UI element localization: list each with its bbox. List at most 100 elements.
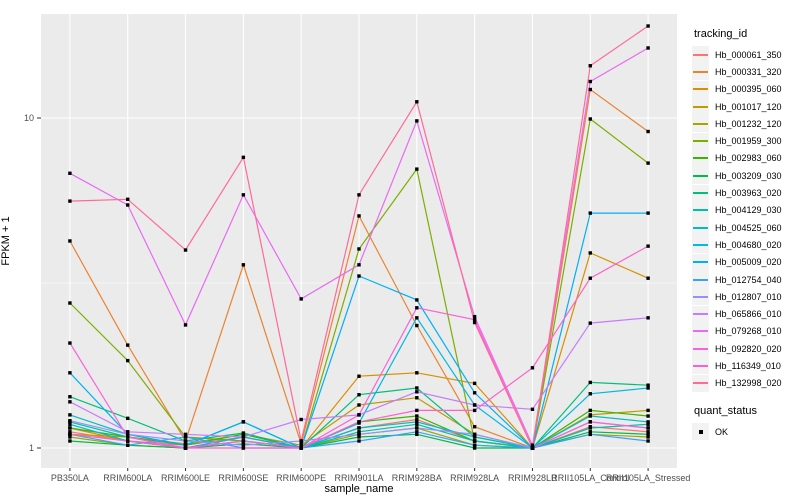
quant-legend-title: quant_status (694, 404, 757, 417)
quant-legend-key (692, 423, 709, 441)
data-point (646, 24, 650, 28)
data-point (357, 420, 361, 424)
data-point (472, 439, 477, 443)
data-point (357, 247, 361, 251)
legend-key (692, 149, 709, 167)
data-point (299, 446, 303, 450)
data-point (646, 414, 650, 418)
x-tick-label: RRII105LA_Control (551, 473, 629, 483)
legend-key (692, 80, 709, 98)
legend-item-label: Hb_002983_060 (715, 153, 782, 164)
data-point (241, 155, 246, 160)
data-point (415, 432, 419, 437)
legend-key (692, 63, 709, 81)
data-point (68, 199, 72, 203)
data-point (415, 390, 419, 394)
data-point (646, 408, 650, 413)
data-point (472, 317, 477, 322)
x-tick-label: RRIM928BA (392, 473, 442, 483)
data-point (588, 64, 592, 68)
x-tick-label: RRIM600PE (276, 473, 326, 483)
legend-key-line-icon (693, 122, 708, 125)
data-point (415, 371, 419, 375)
data-point (299, 439, 303, 443)
legend-item: Hb_000395_060 (692, 80, 798, 98)
data-point (646, 420, 650, 424)
data-point (415, 422, 419, 426)
data-point (588, 321, 592, 325)
legend-key-line-icon (693, 209, 708, 212)
data-point (183, 248, 188, 252)
data-point (357, 274, 361, 278)
data-point (241, 439, 246, 443)
data-point (241, 263, 246, 267)
data-point (415, 408, 419, 413)
x-tick-label: RRIM600SE (218, 473, 268, 483)
data-point (646, 430, 650, 434)
legend-item-label: Hb_000061_350 (715, 49, 782, 60)
data-point (415, 426, 419, 430)
legend-item-label: Hb_012754_040 (715, 274, 782, 285)
data-point (472, 408, 477, 413)
legend-item-label: Hb_065866_010 (715, 309, 782, 320)
legend-key-line-icon (693, 140, 708, 143)
data-point (646, 432, 650, 437)
data-point (472, 320, 477, 325)
data-point (357, 214, 361, 218)
data-point (126, 343, 130, 347)
data-point (68, 413, 72, 417)
data-point (357, 432, 361, 437)
legend-item-label: Hb_079268_010 (715, 326, 782, 337)
data-point (646, 161, 650, 165)
legend-key (692, 288, 709, 306)
data-point (357, 263, 361, 267)
y-tick-label: 10 (24, 113, 34, 123)
data-point (472, 391, 477, 395)
legend-item-label: Hb_000395_060 (715, 84, 782, 95)
data-point (415, 396, 419, 400)
data-point (68, 432, 72, 437)
data-point (588, 251, 592, 255)
data-point (415, 414, 419, 418)
data-point (415, 430, 419, 434)
data-point (472, 403, 477, 407)
data-point (126, 203, 130, 207)
data-point (588, 276, 592, 280)
legend-item: Hb_003209_030 (692, 167, 798, 185)
data-point (588, 380, 592, 385)
data-point (241, 431, 246, 435)
x-tick-label: PB350LA (51, 473, 89, 483)
data-point (357, 435, 361, 439)
data-point (183, 323, 188, 327)
data-point (126, 443, 130, 447)
legend-item: Hb_001959_300 (692, 132, 798, 150)
data-point (646, 439, 650, 443)
legend-item: Hb_000061_350 (692, 46, 798, 64)
legend-item: Hb_003963_020 (692, 184, 798, 202)
legend-item-label: Hb_003963_020 (715, 188, 782, 199)
legend-item: Hb_001232_120 (692, 115, 798, 133)
data-point (588, 87, 592, 92)
data-point (472, 443, 477, 447)
data-point (68, 426, 72, 430)
x-tick-label: RRIM600LA (103, 473, 152, 483)
data-point (646, 422, 650, 426)
legend-key-line-icon (693, 70, 708, 73)
data-point (415, 386, 419, 390)
legend-item: Hb_000331_320 (692, 63, 798, 81)
legend-key (692, 357, 709, 375)
data-point (68, 239, 72, 243)
data-point (415, 323, 419, 328)
data-point (415, 306, 419, 310)
legend-item: Hb_004680_020 (692, 236, 798, 254)
legend-item-label: Hb_004680_020 (715, 239, 782, 250)
legend-key-line-icon (693, 243, 708, 246)
legend-key-line-icon (693, 313, 708, 316)
y-tick-label: 1 (29, 443, 34, 453)
legend-key-line-icon (693, 364, 708, 367)
x-tick-label: RRIM928LB (508, 473, 557, 483)
data-point (646, 426, 650, 430)
legend-key-line-icon (693, 330, 708, 333)
data-point (472, 432, 477, 437)
legend-key-line-icon (693, 88, 708, 91)
